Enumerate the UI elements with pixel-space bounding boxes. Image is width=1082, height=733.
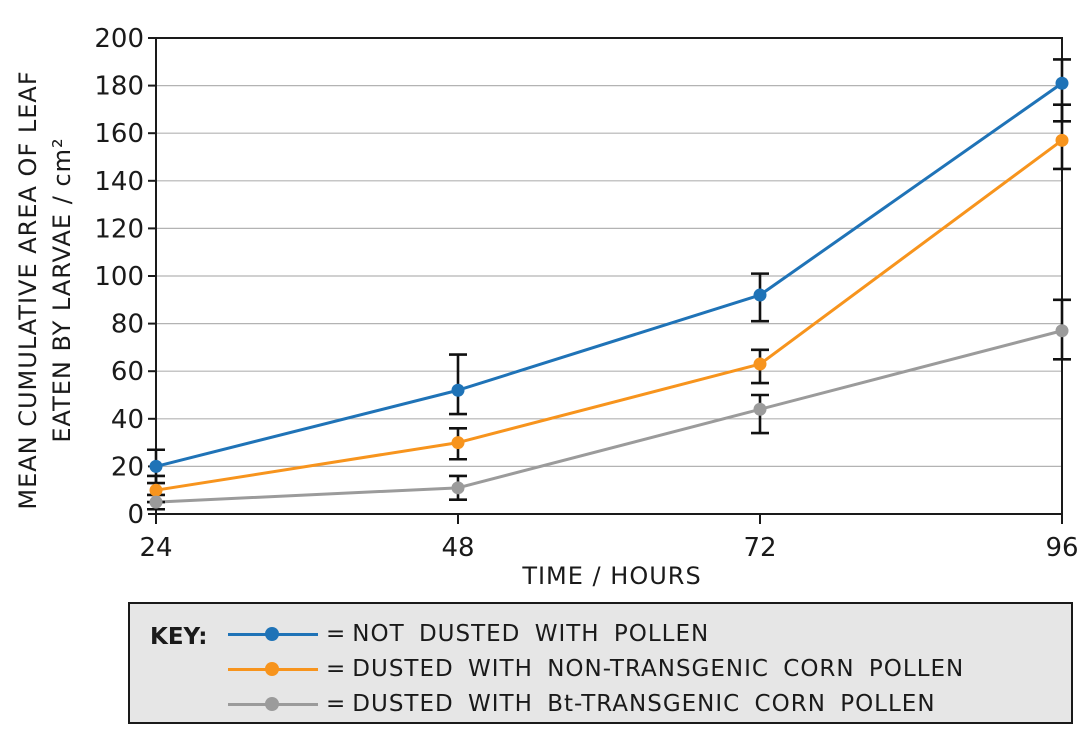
series-line-2 — [155, 139, 1063, 492]
legend-label: DUSTED WITH NON-TRANSGENIC CORN POLLEN — [352, 656, 965, 682]
legend-entry-bt-transgenic: = DUSTED WITH Bt-TRANSGENIC CORN POLLEN — [228, 687, 936, 721]
series-lines — [155, 81, 1063, 504]
data-point — [1055, 324, 1069, 338]
legend-entry-non-transgenic: = DUSTED WITH NON-TRANSGENIC CORN POLLEN — [228, 652, 964, 686]
data-point — [1055, 133, 1069, 147]
data-point — [451, 481, 465, 495]
legend-swatch-blue — [228, 624, 318, 644]
x-tick-label: 24 — [139, 533, 172, 563]
y-tick-label: 20 — [111, 452, 144, 482]
data-point — [753, 357, 767, 371]
y-axis-ticks: 0 20 40 60 80 100 120 140 160 180 200 — [94, 24, 156, 530]
x-tick-label: 48 — [441, 533, 474, 563]
x-tick-label: 96 — [1045, 533, 1078, 563]
y-tick-label: 200 — [94, 24, 144, 54]
y-tick-label: 160 — [94, 119, 144, 149]
legend-swatch-orange — [228, 659, 318, 679]
gridlines — [156, 84, 1062, 467]
series-line-3 — [155, 329, 1063, 504]
data-point — [753, 402, 767, 416]
legend-label: NOT DUSTED WITH POLLEN — [352, 621, 710, 647]
legend-equals: = — [326, 621, 347, 647]
legend-swatch-grey — [228, 694, 318, 714]
data-point — [149, 459, 163, 473]
y-axis-title-line2: EATEN BY LARVAE / cm² — [48, 137, 76, 442]
legend-label: DUSTED WITH Bt-TRANSGENIC CORN POLLEN — [352, 691, 936, 717]
data-point — [753, 288, 767, 302]
legend-key: KEY: = NOT DUSTED WITH POLLEN = DUSTED W… — [128, 602, 1073, 724]
data-point — [451, 383, 465, 397]
y-tick-label: 0 — [127, 500, 144, 530]
series-line-1 — [155, 81, 1063, 468]
y-tick-label: 80 — [111, 310, 144, 340]
y-tick-label: 100 — [94, 262, 144, 292]
y-tick-label: 180 — [94, 72, 144, 102]
y-tick-label: 60 — [111, 357, 144, 387]
legend-equals: = — [326, 656, 347, 682]
chart: 0 20 40 60 80 100 120 140 160 180 200 24 48 72 96 TIM… — [14, 24, 1079, 590]
error-bars — [147, 58, 1071, 511]
y-axis-title-line1: MEAN CUMULATIVE AREA OF LEAF — [14, 70, 42, 509]
legend-entry-not-dusted: = NOT DUSTED WITH POLLEN — [228, 617, 709, 651]
data-points — [149, 76, 1069, 509]
legend-equals: = — [326, 691, 347, 717]
data-point — [1055, 76, 1069, 90]
data-point — [149, 495, 163, 509]
y-tick-label: 140 — [94, 167, 144, 197]
data-point — [451, 436, 465, 450]
x-axis-ticks: 24 48 72 96 — [139, 514, 1079, 563]
x-tick-label: 72 — [743, 533, 776, 563]
key-title: KEY: — [150, 624, 208, 650]
y-tick-label: 120 — [94, 214, 144, 244]
x-axis-title: TIME / HOURS — [521, 562, 701, 590]
y-tick-label: 40 — [111, 405, 144, 435]
data-point — [149, 483, 163, 497]
